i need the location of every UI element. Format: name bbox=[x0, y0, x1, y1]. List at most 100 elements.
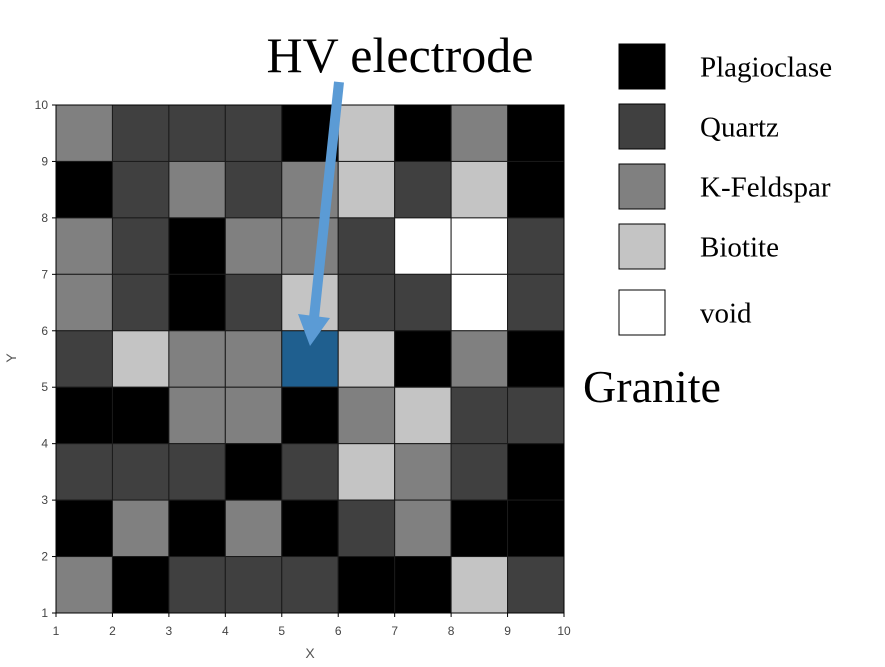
y-tick-label: 9 bbox=[41, 154, 48, 168]
grid-cell bbox=[507, 330, 565, 388]
mineral-grid bbox=[55, 104, 565, 614]
legend-label: K-Feldspar bbox=[700, 172, 831, 204]
grid-cell bbox=[450, 104, 509, 162]
grid-cell bbox=[337, 160, 396, 219]
legend-swatch bbox=[618, 163, 666, 210]
grid-cell bbox=[55, 386, 113, 445]
legend-label: Plagioclase bbox=[700, 52, 832, 84]
grid-cell bbox=[394, 273, 452, 332]
grid-cell bbox=[507, 499, 565, 558]
grid-cell bbox=[337, 273, 396, 332]
grid-cell bbox=[507, 160, 565, 219]
legend-swatch bbox=[618, 43, 666, 90]
grid-cell bbox=[507, 386, 565, 445]
grid-cell bbox=[111, 556, 170, 614]
grid-cell bbox=[111, 330, 170, 388]
grid-cell bbox=[337, 104, 396, 162]
grid-cell bbox=[281, 499, 339, 558]
y-tick-label: 1 bbox=[41, 606, 48, 620]
grid-cell bbox=[281, 386, 339, 445]
y-tick-label: 10 bbox=[35, 98, 49, 112]
x-tick-label: 5 bbox=[278, 624, 285, 638]
x-tick-label: 8 bbox=[448, 624, 455, 638]
grid-cell bbox=[394, 499, 452, 558]
grid-cell bbox=[224, 330, 283, 388]
legend-label: Quartz bbox=[700, 112, 779, 144]
electrode-arrow bbox=[298, 81, 344, 346]
grid-cell bbox=[450, 386, 509, 445]
legend-swatch bbox=[618, 289, 666, 336]
legend: Plagioclase Quartz K-Feldspar Biotite void bbox=[618, 43, 832, 336]
x-tick-label: 7 bbox=[391, 624, 398, 638]
grid-cell bbox=[111, 217, 170, 275]
grid-cell bbox=[224, 386, 283, 445]
grid-cell bbox=[507, 556, 565, 614]
grid-cell bbox=[168, 217, 226, 275]
x-tick-label: 4 bbox=[222, 624, 229, 638]
grid-cell bbox=[224, 217, 283, 275]
grid-cell bbox=[337, 330, 396, 388]
legend-swatch bbox=[618, 103, 666, 150]
grid-cell bbox=[394, 386, 452, 445]
grid-cell bbox=[224, 160, 283, 219]
grid-cell bbox=[111, 443, 170, 501]
grid-cell bbox=[507, 104, 565, 162]
grid-cell bbox=[281, 217, 339, 275]
grid-cell bbox=[281, 556, 339, 614]
x-tick-label: 6 bbox=[335, 624, 342, 638]
grid-cell bbox=[168, 386, 226, 445]
grid-cell bbox=[55, 499, 113, 558]
grid-cell bbox=[111, 273, 170, 332]
grid-cell bbox=[450, 556, 509, 614]
plot-frame bbox=[55, 104, 565, 614]
y-tick-label: 2 bbox=[41, 550, 48, 564]
grid-cell bbox=[450, 273, 509, 332]
grid-cell bbox=[168, 443, 226, 501]
grid-cell bbox=[337, 443, 396, 501]
grid-cell bbox=[168, 273, 226, 332]
grid-cell bbox=[55, 160, 113, 219]
grid-cell bbox=[224, 443, 283, 501]
grid-cell bbox=[337, 556, 396, 614]
sample-label: Granite bbox=[583, 361, 721, 412]
y-tick-label: 4 bbox=[41, 437, 48, 451]
y-tick-label: 7 bbox=[41, 267, 48, 281]
y-tick-label: 6 bbox=[41, 324, 48, 338]
grid-cell bbox=[394, 104, 452, 162]
grid-cell bbox=[281, 273, 339, 332]
x-tick-label: 1 bbox=[53, 624, 60, 638]
y-axis-label: Y bbox=[3, 353, 19, 363]
grid-cell bbox=[224, 104, 283, 162]
grid-cell bbox=[55, 273, 113, 332]
grid-cell bbox=[337, 217, 396, 275]
grid-cell bbox=[450, 330, 509, 388]
legend-label: Biotite bbox=[700, 232, 779, 264]
legend-label: void bbox=[700, 298, 752, 330]
grid-cell bbox=[507, 443, 565, 501]
grid-cell bbox=[394, 217, 452, 275]
grid-cell bbox=[450, 499, 509, 558]
y-tick-label: 8 bbox=[41, 211, 48, 225]
grid-cell bbox=[394, 556, 452, 614]
grid-cell bbox=[507, 217, 565, 275]
grid-cell bbox=[450, 217, 509, 275]
grid-cell bbox=[450, 160, 509, 219]
grid-cell bbox=[168, 104, 226, 162]
grid-cell bbox=[55, 556, 113, 614]
x-axis-label: X bbox=[305, 645, 315, 661]
y-tick-label: 3 bbox=[41, 493, 48, 507]
x-tick-label: 9 bbox=[504, 624, 511, 638]
grid-cell bbox=[281, 443, 339, 501]
grid-cell bbox=[111, 104, 170, 162]
grid-cell bbox=[450, 443, 509, 501]
grid-cell bbox=[507, 273, 565, 332]
grid-cell bbox=[168, 330, 226, 388]
axis-ticks: 1 2 3 4 5 6 7 8 9 10 1 2 3 4 5 6 7 8 9 10 bbox=[35, 98, 571, 638]
x-tick-label: 3 bbox=[166, 624, 173, 638]
grid-cell bbox=[55, 104, 113, 162]
grid-cell bbox=[168, 499, 226, 558]
grid-cell bbox=[168, 160, 226, 219]
grid-cell bbox=[55, 443, 113, 501]
grid-cell bbox=[337, 499, 396, 558]
